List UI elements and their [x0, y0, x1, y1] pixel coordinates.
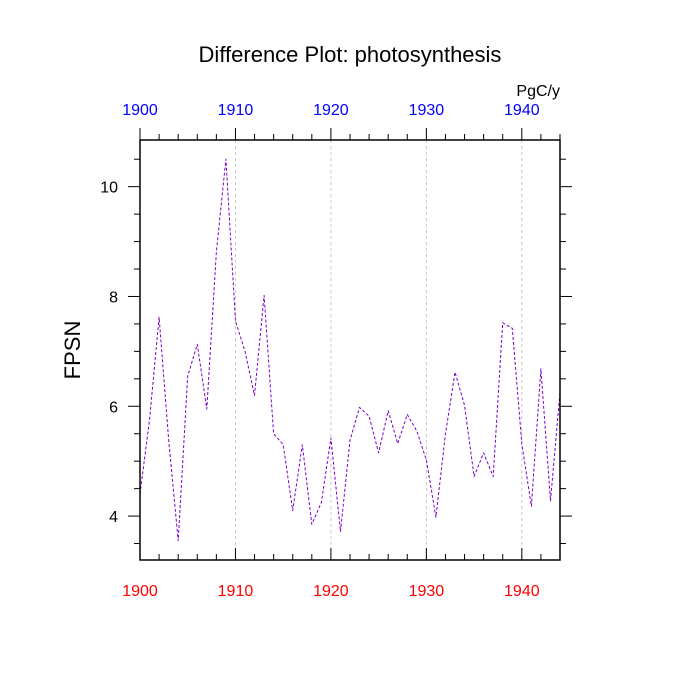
y-axis-label: FPSN: [60, 321, 85, 380]
x-tick-label-top: 1920: [313, 102, 349, 119]
plot-frame: [139, 139, 561, 561]
chart-title: Difference Plot: photosynthesis: [199, 42, 502, 67]
x-tick-label-bottom: 1910: [218, 583, 254, 600]
x-tick-label-top: 1930: [409, 102, 445, 119]
axis-ticks: [128, 128, 572, 560]
x-tick-label-top: 1900: [122, 102, 158, 119]
units-label: PgC/y: [516, 83, 560, 100]
x-tick-label-bottom: 1940: [504, 583, 540, 600]
x-tick-label-top: 1940: [504, 102, 540, 119]
grid-lines: [235, 140, 523, 560]
x-tick-label-bottom: 1900: [122, 583, 158, 600]
x-tick-label-bottom: 1920: [313, 583, 349, 600]
y-tick-label: 6: [109, 399, 118, 416]
series-layer: [139, 158, 561, 542]
series-line-0: [139, 158, 561, 542]
y-tick-label: 4: [109, 509, 118, 526]
x-tick-label-top: 1910: [218, 102, 254, 119]
x-tick-label-bottom: 1930: [409, 583, 445, 600]
tick-labels: 1900 1900 1910 1910 1920 1920 1930 1930 1940 1940…: [100, 102, 540, 600]
y-tick-label: 8: [109, 289, 118, 306]
y-tick-label: 10: [100, 180, 118, 197]
